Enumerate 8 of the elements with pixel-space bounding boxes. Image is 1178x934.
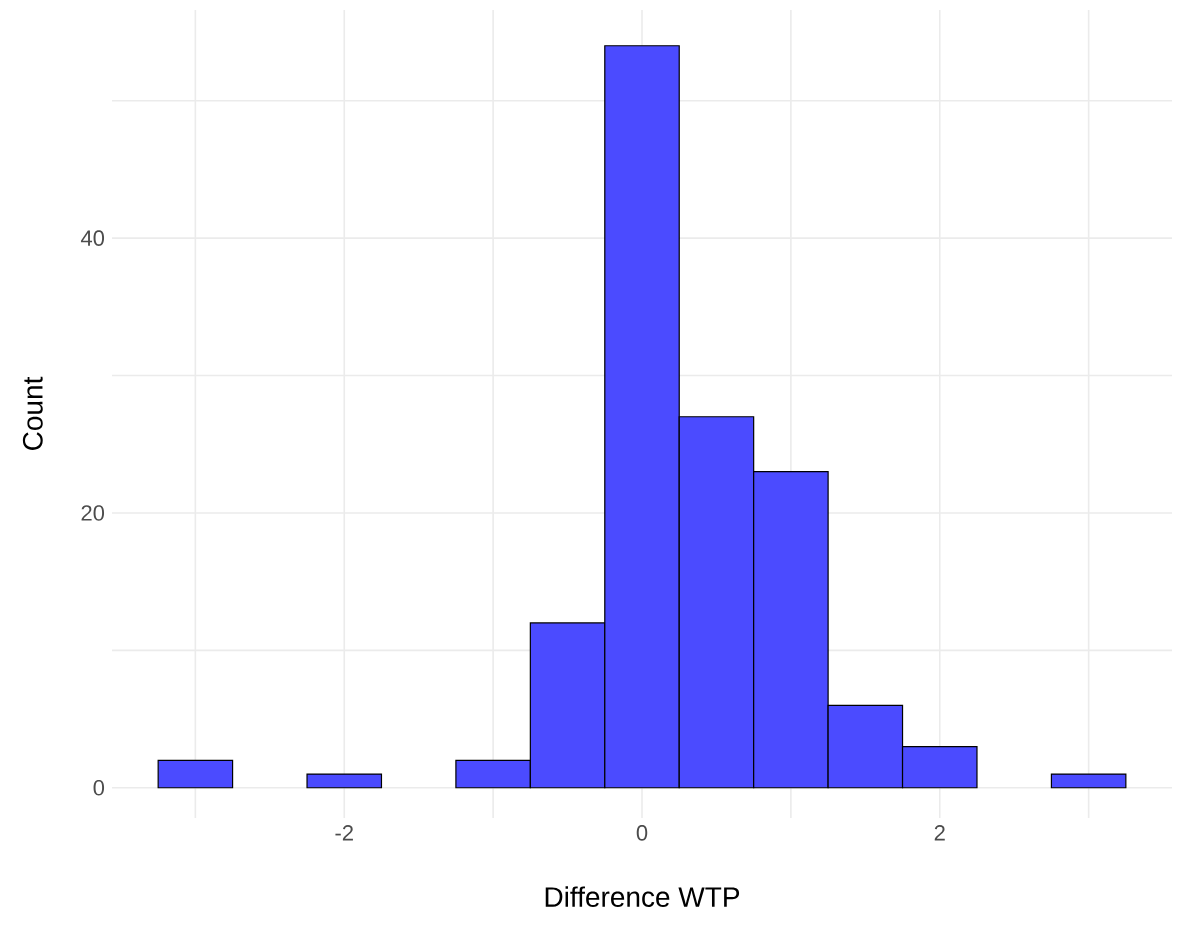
y-tick-label: 0 bbox=[93, 780, 105, 796]
x-tick-label: 2 bbox=[934, 825, 945, 841]
x-axis-title: Difference WTP bbox=[545, 886, 740, 907]
y-tick-label: 40 bbox=[80, 230, 105, 246]
x-tick-label: -2 bbox=[335, 825, 353, 841]
y-axis-title: Count bbox=[22, 376, 43, 450]
y-tick-label: 20 bbox=[81, 505, 105, 521]
x-tick-label: 0 bbox=[636, 825, 648, 841]
